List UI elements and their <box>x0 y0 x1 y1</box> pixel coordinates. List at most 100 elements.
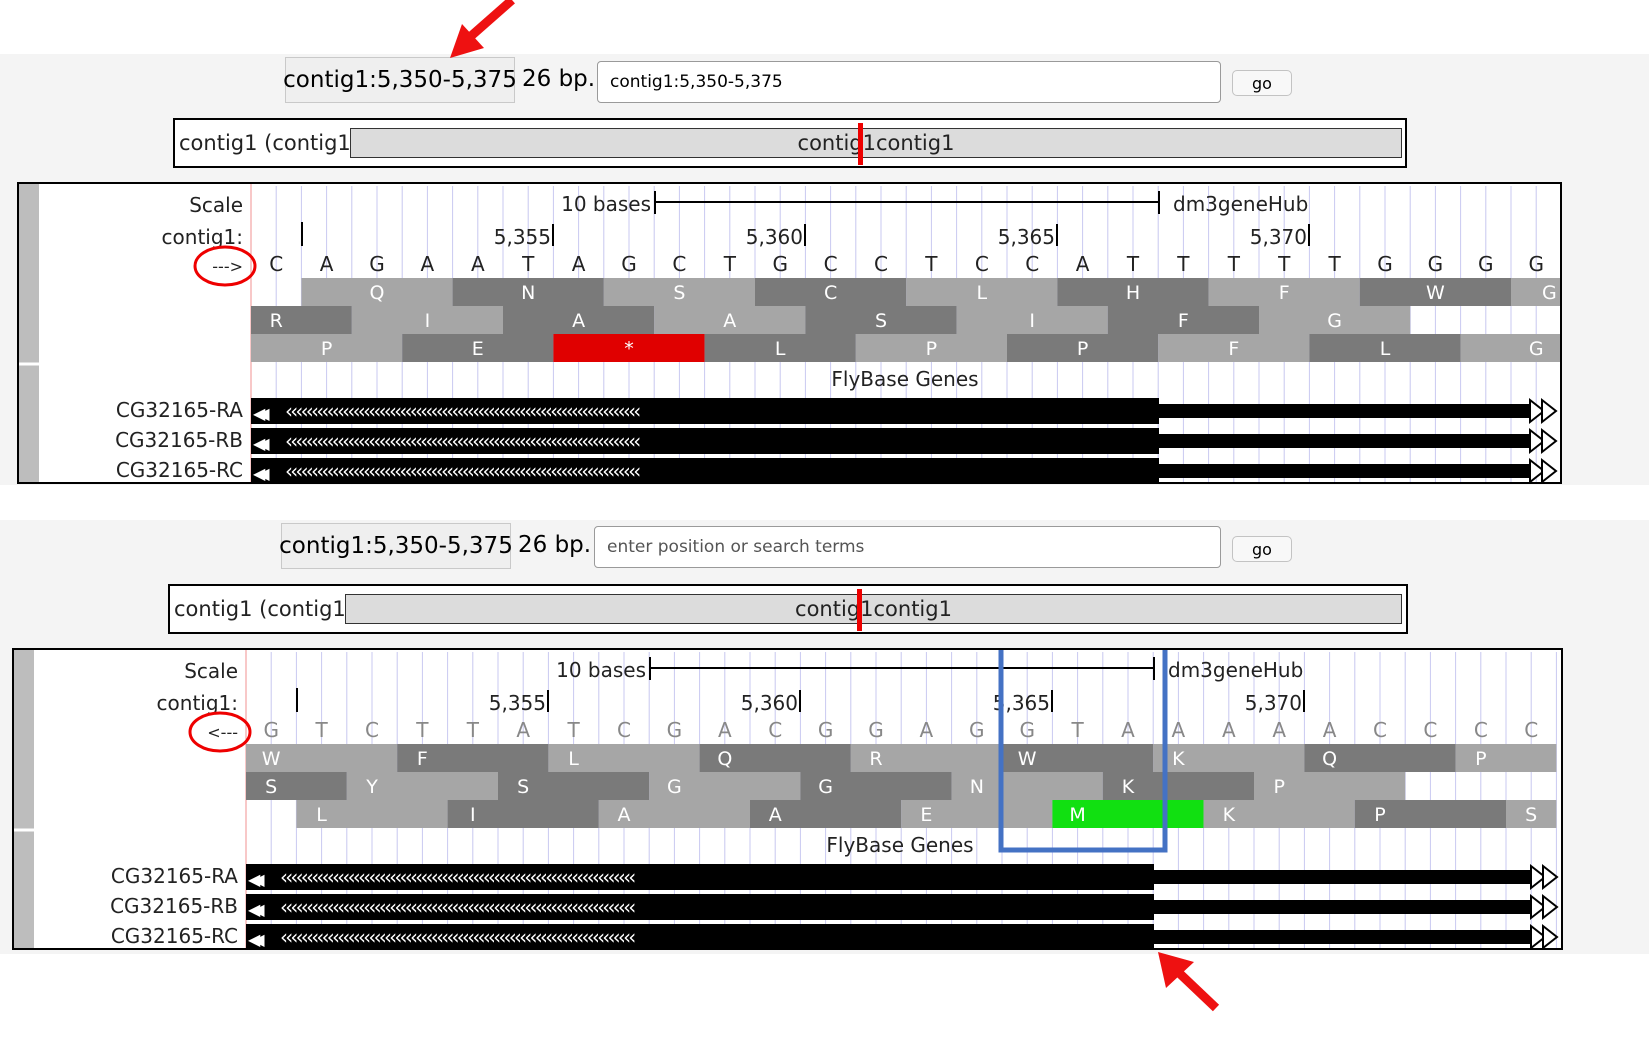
position-display: contig1:5,350-5,375 <box>279 523 513 569</box>
amino-acid-label: A <box>769 804 782 826</box>
gene-feature[interactable]: ‹‹‹‹‹‹‹‹‹‹‹‹‹‹‹‹‹‹‹‹‹‹‹‹‹‹‹‹‹‹‹‹‹‹‹‹‹‹‹‹… <box>246 923 1559 948</box>
track-handle[interactable] <box>14 650 34 948</box>
base-letter: C <box>1025 252 1039 276</box>
gene-name-label[interactable]: CG32165-RB <box>110 894 238 918</box>
ideogram-bar[interactable]: contig1contig1 <box>350 128 1402 158</box>
gene-name-label[interactable]: CG32165-RA <box>111 864 238 888</box>
gene-name-label[interactable]: CG32165-RA <box>116 398 243 422</box>
base-letter: T <box>466 718 480 742</box>
amino-acid-label: R <box>869 748 882 770</box>
position-tick-label: 5,355 <box>494 225 551 249</box>
codon-block <box>603 278 755 306</box>
codon-block <box>1354 800 1506 828</box>
amino-acid-label: C <box>824 282 837 304</box>
genome-browser-image[interactable]: Scale contig1: <--- 10 bases dm3geneHub 5,355… <box>12 648 1563 950</box>
gene-name-label[interactable]: CG32165-RC <box>111 924 238 948</box>
annotation-arrow-bottom <box>1158 952 1220 1012</box>
codon-block <box>1203 800 1355 828</box>
gene-feature[interactable]: ‹‹‹‹‹‹‹‹‹‹‹‹‹‹‹‹‹‹‹‹‹‹‹‹‹‹‹‹‹‹‹‹‹‹‹‹‹‹‹‹… <box>251 397 1558 425</box>
codon-block <box>1455 744 1557 772</box>
amino-acid-label: F <box>417 748 428 770</box>
svg-text:‹‹‹‹‹‹‹‹‹‹‹‹‹‹‹‹‹‹‹‹‹‹‹‹‹‹‹‹‹‹: ‹‹‹‹‹‹‹‹‹‹‹‹‹‹‹‹‹‹‹‹‹‹‹‹‹‹‹‹‹‹‹‹‹‹‹‹‹‹‹‹… <box>280 925 635 948</box>
base-letter: T <box>521 252 535 276</box>
codon-block <box>447 800 599 828</box>
position-search-input[interactable]: contig1:5,350-5,375 <box>597 61 1221 103</box>
gene-name-label[interactable]: CG32165-RC <box>116 458 243 482</box>
amino-acid-label: S <box>517 776 529 798</box>
amino-acid-label: K <box>1172 748 1185 770</box>
codon-block <box>397 744 549 772</box>
amino-acid-label: I <box>425 310 431 332</box>
gene-feature[interactable]: ‹‹‹‹‹‹‹‹‹‹‹‹‹‹‹‹‹‹‹‹‹‹‹‹‹‹‹‹‹‹‹‹‹‹‹‹‹‹‹‹… <box>251 427 1558 455</box>
codon-block <box>1153 744 1305 772</box>
chromosome-ideogram[interactable]: contig1 (contig1) contig1contig1 <box>168 584 1408 634</box>
base-letter: T <box>1070 718 1084 742</box>
svg-text:‹‹‹‹‹‹‹‹‹‹‹‹‹‹‹‹‹‹‹‹‹‹‹‹‹‹‹‹‹‹: ‹‹‹‹‹‹‹‹‹‹‹‹‹‹‹‹‹‹‹‹‹‹‹‹‹‹‹‹‹‹‹‹‹‹‹‹‹‹‹‹… <box>285 399 640 423</box>
base-letter: C <box>269 252 283 276</box>
codon-block <box>1107 306 1259 334</box>
codon-block <box>1208 278 1360 306</box>
codon-block <box>901 800 1053 828</box>
base-letter: G <box>1528 252 1544 276</box>
base-letter: C <box>1373 718 1387 742</box>
ideogram-bar[interactable]: contig1contig1 <box>345 594 1402 624</box>
amino-acid-label: G <box>667 776 682 798</box>
scale-label: Scale <box>189 193 243 217</box>
base-letter: G <box>1478 252 1494 276</box>
current-position-marker <box>857 589 862 631</box>
codon-block <box>750 800 902 828</box>
chromosome-ideogram[interactable]: contig1 (contig1) contig1contig1 <box>173 118 1407 168</box>
codon-block <box>1460 334 1560 362</box>
codon-block <box>805 306 957 334</box>
strand-highlight-circle <box>188 711 252 753</box>
base-letter: T <box>1327 252 1341 276</box>
amino-acid-label: L <box>1380 338 1391 360</box>
amino-acid-label: H <box>1126 282 1140 304</box>
amino-acid-label: E <box>472 338 484 360</box>
ideogram-label: contig1contig1 <box>797 131 955 155</box>
go-button[interactable]: go <box>1232 70 1292 96</box>
amino-acid-label: P <box>1077 338 1088 360</box>
codon-block <box>1158 334 1310 362</box>
annotation-arrow-top <box>450 0 515 58</box>
amino-acid-label: L <box>775 338 786 360</box>
amino-acid-label: * <box>624 338 634 360</box>
amino-acid-label: F <box>1279 282 1290 304</box>
base-letter: T <box>314 718 328 742</box>
amino-acid-label: W <box>1426 282 1445 304</box>
codon-block <box>498 772 650 800</box>
gene-feature[interactable]: ‹‹‹‹‹‹‹‹‹‹‹‹‹‹‹‹‹‹‹‹‹‹‹‹‹‹‹‹‹‹‹‹‹‹‹‹‹‹‹‹… <box>251 457 1558 482</box>
base-letter: G <box>1377 252 1393 276</box>
strand-toggle[interactable]: ---> <box>212 257 243 276</box>
base-letter: G <box>1428 252 1444 276</box>
amino-acid-label: W <box>262 748 281 770</box>
amino-acid-label: A <box>572 310 585 332</box>
strand-toggle[interactable]: <--- <box>207 723 238 742</box>
amino-acid-label: G <box>1327 310 1342 332</box>
amino-acid-label: L <box>316 804 327 826</box>
base-letter: G <box>818 718 834 742</box>
base-letter: A <box>1172 718 1186 742</box>
amino-acid-label: G <box>1529 338 1544 360</box>
codon-block <box>246 772 347 800</box>
gene-name-label[interactable]: CG32165-RB <box>115 428 243 452</box>
contig-label: contig1: <box>157 691 238 715</box>
base-letter: C <box>824 252 838 276</box>
amino-acid-label: S <box>875 310 887 332</box>
genome-browser-image[interactable]: Scale contig1: ---> 10 bases dm3geneHub 5,355… <box>17 182 1562 484</box>
ideogram-label: contig1contig1 <box>795 597 952 621</box>
track-title: FlyBase Genes <box>826 833 973 857</box>
base-letter: T <box>566 718 580 742</box>
codon-block <box>1102 772 1254 800</box>
go-button[interactable]: go <box>1232 536 1292 562</box>
amino-acid-label: P <box>321 338 332 360</box>
base-letter: T <box>1227 252 1241 276</box>
codon-block <box>906 278 1058 306</box>
codon-block <box>1304 744 1456 772</box>
codon-block <box>402 334 554 362</box>
position-search-input[interactable]: enter position or search terms <box>594 526 1221 568</box>
track-handle[interactable] <box>19 184 39 482</box>
gene-feature[interactable]: ‹‹‹‹‹‹‹‹‹‹‹‹‹‹‹‹‹‹‹‹‹‹‹‹‹‹‹‹‹‹‹‹‹‹‹‹‹‹‹‹… <box>246 893 1559 921</box>
gene-feature[interactable]: ‹‹‹‹‹‹‹‹‹‹‹‹‹‹‹‹‹‹‹‹‹‹‹‹‹‹‹‹‹‹‹‹‹‹‹‹‹‹‹‹… <box>246 863 1559 891</box>
base-letter: A <box>718 718 732 742</box>
